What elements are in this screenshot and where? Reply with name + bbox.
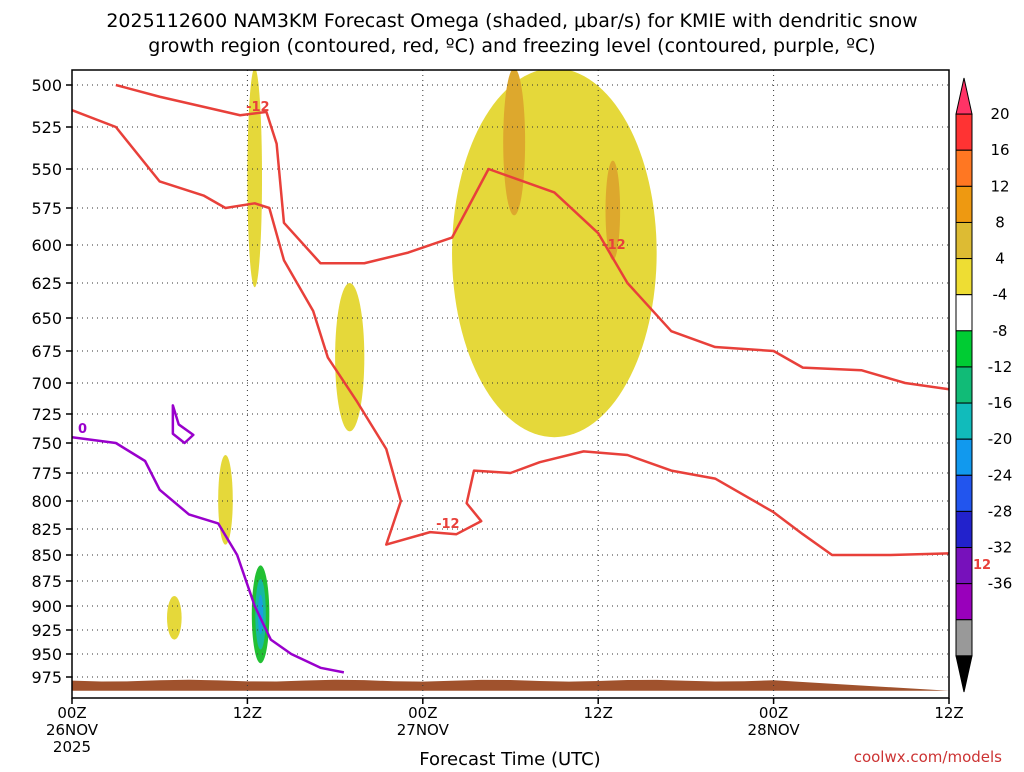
x-tick-label: 26NOV xyxy=(46,721,99,739)
x-tick-label: 00Z xyxy=(57,704,86,722)
y-tick-label: 625 xyxy=(31,274,62,293)
omega-region xyxy=(605,160,621,261)
contour-label: -12 xyxy=(436,517,460,532)
y-tick-label: 500 xyxy=(31,76,62,95)
colorbar-segment xyxy=(955,221,973,260)
colorbar-tick-label: -20 xyxy=(988,430,1013,448)
y-tick-label: 725 xyxy=(31,405,62,424)
colorbar-segment xyxy=(955,438,973,476)
omega-region-core xyxy=(257,594,264,634)
colorbar-tick-label: 8 xyxy=(995,213,1005,231)
colorbar-tick-label: 4 xyxy=(995,250,1005,268)
y-tick-label: 875 xyxy=(31,572,62,591)
x-tick-label: 28NOV xyxy=(748,721,801,739)
colorbar-tick-label: 20 xyxy=(990,105,1009,123)
y-tick-label: 825 xyxy=(31,520,62,539)
x-tick-label: 12Z xyxy=(934,704,963,722)
colorbar-tick-label: -24 xyxy=(988,466,1013,484)
omega-region xyxy=(218,455,233,545)
contour-label: -12 xyxy=(246,100,270,115)
upper-isotherm-contour xyxy=(115,83,949,391)
colorbar-arrow-bottom xyxy=(955,655,973,693)
chart-title-line2: growth region (contoured, red, ºC) and f… xyxy=(148,35,875,57)
colorbar-tick-label: -36 xyxy=(988,575,1013,593)
lower-isotherm-contour xyxy=(72,109,949,557)
colorbar-tick-label: -4 xyxy=(993,286,1008,304)
colorbar-segment xyxy=(955,113,973,151)
colorbar-segment xyxy=(955,402,973,440)
y-tick-label: 575 xyxy=(31,199,62,218)
colorbar-segment xyxy=(955,366,973,404)
y-tick-label: 675 xyxy=(31,342,62,361)
colorbar-tick-label: -28 xyxy=(988,502,1013,520)
colorbar-arrow-top xyxy=(955,77,973,115)
contour-label: 0 xyxy=(78,422,87,437)
colorbar: 20 16 12 8 4 -4 -8 -12 -16 -20 -24 -28 -32 -36 xyxy=(955,77,1013,693)
colorbar-segment xyxy=(955,583,973,621)
x-tick-label: 00Z xyxy=(408,704,437,722)
colorbar-segment xyxy=(955,510,973,549)
y-tick-label: 950 xyxy=(31,645,62,664)
colorbar-segment xyxy=(955,149,973,187)
plot-area: -12 -12 0 -12 -12 xyxy=(72,70,992,698)
contour-label: -12 xyxy=(968,558,992,573)
colorbar-tick-label: -16 xyxy=(988,394,1013,412)
x-axis-label: Forecast Time (UTC) xyxy=(419,749,600,768)
plot-clipped-group xyxy=(72,70,949,698)
x-tick-label: 2025 xyxy=(53,738,91,756)
omega-region xyxy=(247,70,263,288)
contour-label: -12 xyxy=(602,238,626,253)
x-tick-label: 27NOV xyxy=(397,721,450,739)
omega-region xyxy=(335,283,365,432)
y-tick-label: 700 xyxy=(31,374,62,393)
x-tick-label: 12Z xyxy=(233,704,262,722)
colorbar-tick-label: -8 xyxy=(993,322,1008,340)
x-tick-label: 00Z xyxy=(759,704,788,722)
colorbar-tick-label: 16 xyxy=(990,141,1009,159)
x-tick-label: 12Z xyxy=(584,704,613,722)
y-tick-label: 775 xyxy=(31,464,62,483)
chart-title-line1: 2025112600 NAM3KM Forecast Omega (shaded… xyxy=(106,10,917,32)
colorbar-segment xyxy=(955,547,973,585)
small-closed-contour-contour xyxy=(171,404,195,445)
freezing-level-contour xyxy=(72,435,345,674)
y-tick-label: 750 xyxy=(31,434,62,453)
credit-text: coolwx.com/models xyxy=(854,748,1002,766)
surface-terrain xyxy=(72,679,949,691)
omega-region xyxy=(167,596,182,640)
colorbar-tick-label: -12 xyxy=(988,358,1013,376)
plot-frame xyxy=(71,69,950,699)
axes: 500 525 550 575 600 625 650 675 700 725 750 775 800 8… xyxy=(31,69,964,756)
colorbar-segment xyxy=(955,330,973,368)
y-tick-label: 550 xyxy=(31,160,62,179)
y-tick-label: 650 xyxy=(31,309,62,328)
y-tick-label: 525 xyxy=(31,118,62,137)
y-tick-label: 925 xyxy=(31,621,62,640)
y-tick-label: 850 xyxy=(31,546,62,565)
omega-region xyxy=(503,70,526,216)
omega-region xyxy=(452,70,657,438)
colorbar-segment xyxy=(955,258,973,296)
colorbar-segment xyxy=(955,474,973,512)
y-tick-label: 600 xyxy=(31,236,62,255)
y-tick-label: 800 xyxy=(31,492,62,511)
colorbar-segment xyxy=(955,185,973,223)
colorbar-segment xyxy=(955,619,973,657)
colorbar-segment xyxy=(955,294,973,332)
colorbar-tick-label: 12 xyxy=(990,177,1009,195)
y-tick-label: 975 xyxy=(31,668,62,687)
y-tick-label: 900 xyxy=(31,597,62,616)
colorbar-tick-label: -32 xyxy=(988,539,1013,557)
